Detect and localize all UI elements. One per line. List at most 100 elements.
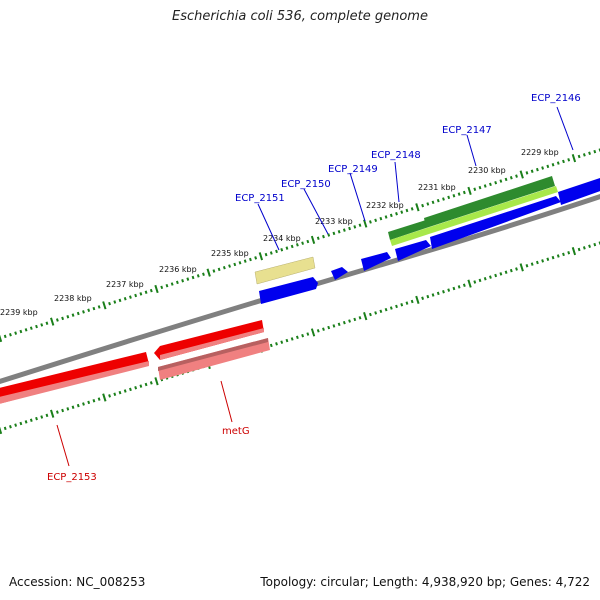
inner-minor-tick [588, 244, 591, 248]
inner-minor-tick [280, 340, 284, 344]
gene-feature-lime [390, 186, 558, 246]
outer-minor-tick [186, 277, 190, 281]
inner-minor-tick [556, 254, 560, 258]
inner-minor-tick [577, 247, 581, 252]
inner-minor-tick [290, 337, 294, 341]
outer-minor-tick [108, 301, 111, 306]
tick-label-2229: 2229 kbp [521, 148, 559, 157]
genome-summary-text: Topology: circular; Length: 4,938,920 bp… [260, 575, 590, 589]
inner-minor-tick [71, 405, 75, 409]
map-title: Escherichia coli 536, complete genome [172, 9, 428, 24]
outer-minor-tick [546, 164, 550, 169]
inner-major-tick [50, 409, 55, 418]
outer-minor-tick [442, 197, 445, 201]
inner-major-tick [310, 328, 316, 337]
outer-minor-tick [212, 269, 216, 273]
outer-minor-tick [593, 149, 597, 154]
outer-minor-tick [483, 184, 487, 188]
gene-feature-tan [254, 256, 316, 285]
inner-minor-tick [442, 290, 445, 294]
tick-label-2237: 2237 kbp [106, 280, 144, 289]
inner-minor-tick [24, 420, 28, 424]
inner-minor-tick [332, 324, 336, 328]
outer-minor-tick [243, 259, 247, 263]
outer-minor-tick [369, 220, 372, 224]
outer-minor-tick [457, 192, 461, 196]
gene-feature-green [388, 220, 426, 240]
inner-minor-tick [369, 312, 372, 317]
label-ecp-2148: ECP_2148 [371, 150, 421, 161]
inner-minor-tick [462, 283, 466, 288]
outer-minor-tick [76, 311, 80, 316]
inner-minor-tick [400, 303, 404, 307]
outer-minor-tick [295, 243, 299, 247]
inner-minor-tick [447, 288, 451, 292]
outer-minor-tick [395, 212, 398, 216]
inner-minor-tick [358, 316, 362, 320]
inner-minor-tick [504, 270, 508, 274]
outer-minor-tick [160, 285, 164, 290]
inner-minor-tick [144, 382, 148, 387]
inner-minor-tick [593, 242, 597, 247]
inner-minor-tick [66, 407, 70, 411]
inner-minor-tick [535, 260, 539, 265]
tick-label-2234: 2234 kbp [263, 234, 301, 243]
outer-minor-tick [165, 283, 169, 288]
cds-metg-shade [160, 328, 264, 360]
inner-minor-tick [379, 309, 383, 314]
inner-minor-tick [40, 415, 44, 419]
plus-strand-features [254, 176, 600, 304]
inner-minor-tick [452, 286, 456, 291]
inner-minor-tick [457, 285, 461, 289]
inner-minor-tick [269, 343, 273, 348]
outer-minor-tick [431, 200, 435, 205]
inner-minor-tick [342, 320, 346, 325]
outer-minor-tick [405, 208, 409, 213]
outer-minor-tick [316, 236, 320, 241]
outer-minor-tick [55, 318, 59, 322]
outer-minor-tick [170, 282, 174, 286]
outer-minor-tick [92, 306, 96, 311]
inner-minor-tick [35, 416, 38, 421]
outer-minor-tick [515, 174, 518, 178]
inner-minor-tick [405, 301, 409, 305]
inner-minor-tick [384, 307, 388, 312]
outer-minor-tick [123, 297, 127, 301]
outer-minor-tick [202, 272, 205, 276]
minus-gene-labels: metG ECP_2153 [47, 426, 250, 483]
inner-minor-tick [478, 278, 482, 283]
inner-minor-tick [327, 325, 331, 330]
outer-minor-tick [35, 324, 38, 329]
outer-minor-tick [421, 203, 425, 208]
outer-minor-tick [175, 280, 179, 285]
outer-major-tick [50, 317, 55, 326]
outer-minor-tick [149, 288, 153, 293]
outer-minor-tick [494, 180, 498, 185]
inner-minor-tick [322, 327, 325, 331]
tick-label-2235: 2235 kbp [211, 249, 249, 258]
outer-minor-tick [478, 185, 482, 190]
outer-minor-tick [113, 300, 117, 304]
tick-label-2239: 2239 kbp [0, 308, 38, 317]
inner-minor-tick [562, 252, 565, 257]
inner-minor-tick [499, 272, 503, 276]
cds-ecp-2146 [558, 178, 600, 205]
outer-minor-tick [436, 198, 440, 203]
outer-minor-tick [582, 153, 586, 157]
outer-minor-tick [358, 223, 362, 227]
cds-ecp-2150 [331, 267, 348, 280]
outer-major-tick [206, 268, 211, 277]
inner-minor-tick [421, 296, 425, 301]
gene-feature-pink-top [158, 338, 268, 371]
inner-minor-tick [515, 267, 518, 271]
inner-minor-tick [348, 319, 351, 323]
outer-minor-tick [384, 215, 388, 219]
inner-minor-tick [118, 390, 122, 395]
cds-ecp-2148 [395, 240, 431, 261]
outer-minor-tick [118, 298, 122, 303]
outer-minor-tick [530, 169, 534, 173]
inner-minor-tick [129, 387, 132, 392]
tick-label-2236: 2236 kbp [159, 265, 197, 274]
outer-major-tick [154, 284, 159, 294]
